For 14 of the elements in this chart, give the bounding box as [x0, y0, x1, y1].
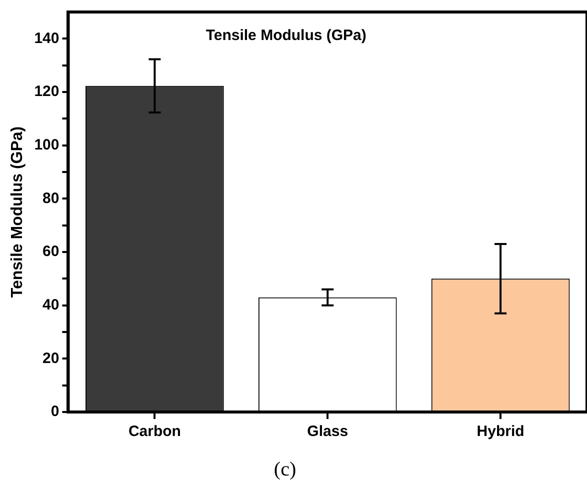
y-tick-label: 80 — [42, 190, 60, 207]
y-tick-label: 120 — [34, 83, 60, 100]
y-axis-title: Tensile Modulus (GPa) — [9, 126, 26, 298]
y-tick-label: 60 — [42, 243, 60, 260]
text: (c) — [274, 458, 296, 480]
x-tick-label: Glass — [307, 423, 348, 440]
y-tick-label: 0 — [50, 403, 60, 420]
y-tick-label: 140 — [34, 30, 60, 47]
y-tick-label: 100 — [34, 136, 60, 154]
text: Tensile Modulus (GPa) — [206, 27, 366, 44]
x-tick-label: Hybrid — [476, 423, 524, 440]
y-tick-label: 20 — [42, 350, 60, 367]
x-tick-label: Carbon — [128, 423, 181, 440]
y-tick-label: 40 — [42, 296, 60, 314]
